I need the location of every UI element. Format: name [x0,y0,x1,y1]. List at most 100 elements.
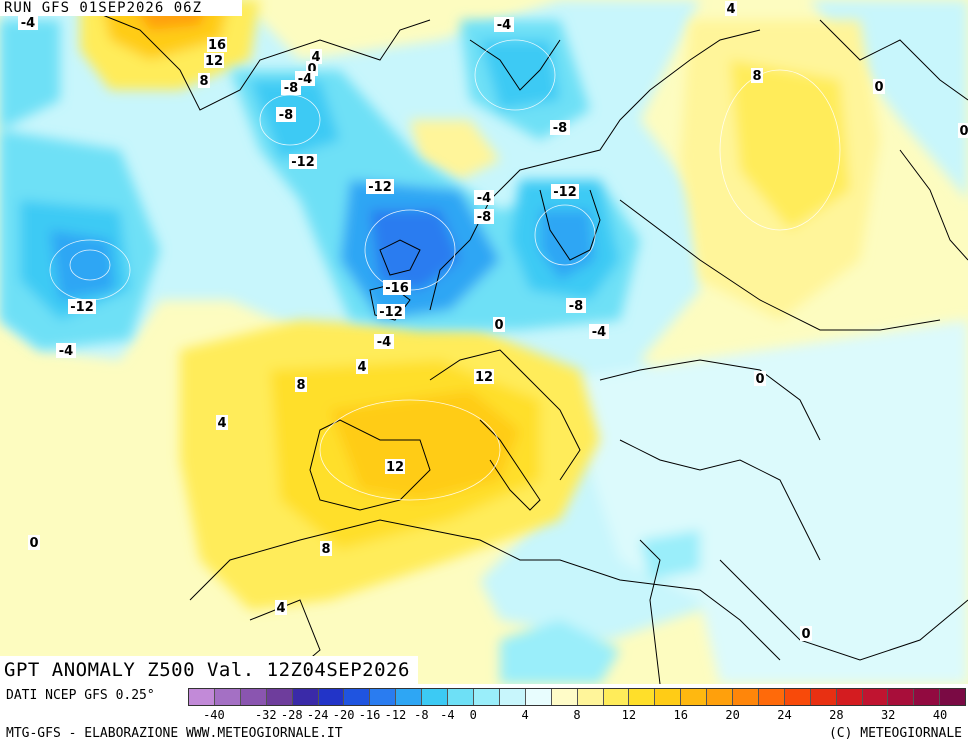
contour-value-label: 4 [275,600,287,616]
svg-text:4: 4 [276,601,285,616]
credit-left: MTG-GFS - ELABORAZIONE WWW.METEOGIORNALE… [6,726,343,741]
contour-value-label: 12 [474,369,494,385]
contour-value-label: -12 [289,154,317,170]
colorbar-tick-label: 8 [573,708,581,722]
colorbar-tick-label: 24 [777,708,792,722]
map-title: GPT ANOMALY Z500 Val. 12Z04SEP2026 [0,656,418,684]
contour-value-label: -12 [366,179,394,195]
contour-value-label: -4 [589,324,609,340]
colorbar-tick-label: 0 [469,708,477,722]
colorbar-swatch [577,689,604,705]
svg-text:-12: -12 [368,180,392,195]
colorbar-swatch [240,689,267,705]
colorbar-swatch [448,689,474,705]
colorbar-swatch [733,689,759,705]
svg-text:4: 4 [357,360,366,375]
colorbar-swatch [784,689,811,705]
colorbar-swatch [344,689,371,705]
colorbar-swatch [318,689,345,705]
svg-text:0: 0 [307,62,316,77]
colorbar-tick-label: -4 [440,708,455,722]
colorbar-tick-label: -28 [280,708,303,722]
svg-text:12: 12 [386,460,404,475]
colorbar-swatch [681,689,708,705]
svg-text:16: 16 [208,38,226,53]
colorbar-swatch [914,689,941,705]
colorbar-tick-label: 40 [932,708,948,722]
contour-value-label: 8 [295,377,307,393]
colorbar-tick-label: 20 [725,708,740,722]
contour-value-label: 0 [873,79,885,95]
colorbar [188,688,966,706]
colorbar-tick-label: 32 [880,708,896,722]
svg-text:0: 0 [494,318,503,333]
contour-value-label: 12 [204,53,224,69]
svg-text:-8: -8 [279,108,293,123]
colorbar-swatch [940,689,966,705]
svg-text:-4: -4 [592,325,606,340]
contour-value-label: -16 [383,280,411,296]
contour-value-label: -8 [566,298,586,314]
svg-text:0: 0 [801,627,810,642]
svg-text:-4: -4 [497,18,511,33]
colorbar-tick-label: -32 [254,708,277,722]
colorbar-swatch [473,689,500,705]
contour-value-label: 12 [385,459,405,475]
contour-value-label: 0 [754,371,766,387]
svg-text:-4: -4 [377,335,391,350]
svg-text:-12: -12 [553,185,577,200]
svg-text:-8: -8 [284,81,298,96]
svg-text:4: 4 [311,50,320,65]
colorbar-swatch [266,689,293,705]
contour-value-label: -12 [551,184,579,200]
svg-text:-12: -12 [379,305,403,320]
svg-text:0: 0 [959,124,968,139]
colorbar-tick-label: -40 [203,708,225,722]
colorbar-swatch [551,689,578,705]
contour-value-label: 4 [356,359,368,375]
contour-value-label: 4 [216,415,228,431]
contour-value-label: -12 [377,304,405,320]
contour-value-label: -8 [276,107,296,123]
svg-text:-4: -4 [21,16,35,31]
contour-value-label: 0 [958,123,968,139]
colorbar-tick-label: -8 [414,708,429,722]
contour-value-label: 4 [725,1,737,17]
colorbar-swatch [292,689,319,705]
contour-value-label: 16 [207,37,227,53]
contour-labels: -41612840-4-8-12-8-12-12-4-8-12-16-12-8-… [18,1,968,642]
svg-text:0: 0 [874,80,883,95]
svg-text:8: 8 [199,74,208,89]
svg-text:4: 4 [726,2,735,17]
svg-text:-8: -8 [477,210,491,225]
colorbar-swatch [655,689,682,705]
run-label: RUN GFS 01SEP2026 06Z [0,0,243,16]
contour-value-label: 8 [198,73,210,89]
svg-text:-4: -4 [298,72,312,87]
svg-text:0: 0 [29,536,38,551]
svg-text:-12: -12 [70,300,94,315]
contour-value-label: -8 [550,120,570,136]
colorbar-swatch [707,689,734,705]
svg-text:-12: -12 [291,155,315,170]
colorbar-swatch [499,689,526,705]
svg-text:0: 0 [755,372,764,387]
colorbar-swatch [525,689,552,705]
credit-right: (C) METEOGIORNALE [828,726,962,741]
colorbar-swatch [422,689,449,705]
colorbar-swatch [370,689,397,705]
colorbar-swatch [603,689,630,705]
contour-value-label: 0 [800,626,812,642]
colorbar-swatch [629,689,656,705]
svg-text:-8: -8 [553,121,567,136]
svg-text:4: 4 [217,416,226,431]
colorbar-swatch [758,689,785,705]
colorbar-tick-label: -16 [358,708,381,722]
colorbar-labels: -40 -32 -28 -24 -20 -16 -12 -8 -4 0 4 8 12 16 20 24 28 32… [188,708,966,724]
data-source: DATI NCEP GFS 0.25° [6,688,155,703]
svg-text:-16: -16 [385,281,409,296]
contour-value-label: 8 [320,541,332,557]
contour-value-label: -4 [494,17,514,33]
svg-text:12: 12 [475,370,493,385]
